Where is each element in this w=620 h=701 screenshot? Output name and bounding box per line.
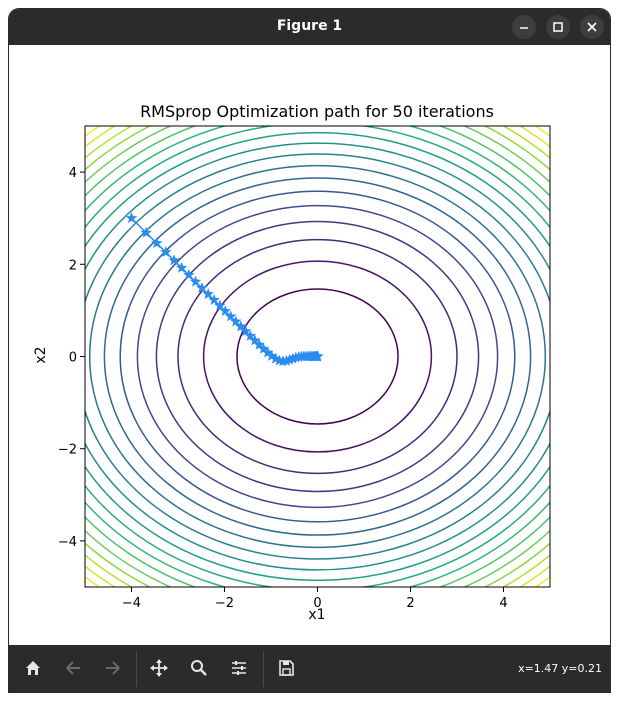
minimize-button[interactable]	[512, 15, 536, 39]
toolbar-separator	[136, 651, 137, 687]
path-point	[202, 288, 215, 300]
zoom-icon	[191, 660, 207, 676]
path-point	[239, 325, 252, 337]
path-point	[168, 254, 180, 266]
path-point	[140, 226, 153, 238]
optimization-path-line	[130, 217, 320, 363]
toolbar-separator	[263, 651, 264, 687]
figure-canvas[interactable]: RMSprop Optimization path for 50 iterati…	[9, 45, 610, 645]
save-icon	[279, 660, 294, 676]
path-point	[244, 329, 257, 342]
contour-lines	[85, 126, 550, 587]
contour-line	[177, 238, 458, 475]
back-button[interactable]	[60, 655, 86, 681]
home-button[interactable]	[20, 655, 46, 681]
navigation-toolbar: x=1.47 y=0.21	[9, 645, 610, 692]
x-tick-label: 2	[406, 596, 414, 611]
path-point	[229, 315, 242, 327]
y-tick-label: −4	[58, 535, 77, 550]
path-point	[219, 304, 232, 317]
y-axis-label: x2	[33, 346, 49, 363]
configure-subplots-button[interactable]	[226, 655, 252, 681]
path-point	[189, 275, 202, 287]
y-tick-label: 2	[69, 258, 77, 273]
chart-title: RMSprop Optimization path for 50 iterati…	[140, 102, 494, 121]
contour-line	[119, 190, 516, 523]
contour-chart[interactable]: RMSprop Optimization path for 50 iterati…	[9, 45, 610, 645]
x-axis-label: x1	[308, 607, 325, 623]
minimize-icon	[520, 27, 528, 29]
path-point	[311, 350, 324, 362]
save-button[interactable]	[273, 655, 299, 681]
plot-area[interactable]: −4 −2 0 2 4 −4 −2 0 2 4	[9, 62, 610, 645]
contour-line	[85, 142, 550, 571]
contour-line	[88, 164, 547, 549]
path-point	[150, 236, 163, 249]
pan-icon	[150, 659, 168, 677]
path-point	[196, 281, 208, 294]
y-tick-label: 4	[69, 166, 77, 181]
window-title: Figure 1	[276, 18, 343, 34]
contour-line	[85, 131, 550, 582]
path-point	[224, 310, 237, 322]
configure-subplots-icon	[232, 661, 246, 675]
title-bar[interactable]: Figure 1	[9, 9, 610, 45]
contour-line	[136, 204, 499, 509]
close-icon	[587, 22, 597, 32]
close-button[interactable]	[580, 15, 604, 39]
path-point	[175, 261, 188, 273]
y-tick-label: 0	[69, 351, 77, 366]
figure-window: Figure 1 RMSprop Optimization path for 5…	[9, 9, 610, 692]
path-point	[182, 268, 195, 281]
x-tick-label: 0	[313, 596, 321, 611]
x-tick-label: 4	[499, 596, 507, 611]
contour-line	[155, 220, 480, 493]
y-tick-label: −2	[58, 443, 77, 458]
maximize-icon	[553, 22, 563, 32]
forward-arrow-icon	[106, 661, 120, 675]
path-point	[213, 299, 226, 311]
contour-line	[85, 153, 550, 560]
pan-button[interactable]	[146, 655, 172, 681]
cursor-coordinates: x=1.47 y=0.21	[518, 662, 602, 675]
path-point	[208, 293, 220, 306]
zoom-button[interactable]	[186, 655, 212, 681]
contour-line	[236, 288, 399, 425]
path-point	[234, 320, 247, 332]
home-icon	[26, 661, 40, 675]
path-point	[248, 334, 261, 346]
forward-button[interactable]	[100, 655, 126, 681]
contour-line	[202, 260, 433, 453]
contour-line	[103, 177, 532, 536]
path-point	[125, 211, 138, 224]
path-point	[159, 246, 172, 258]
x-tick-label: −2	[215, 596, 234, 611]
x-tick-label: −4	[122, 596, 141, 611]
back-arrow-icon	[66, 661, 80, 675]
maximize-button[interactable]	[546, 15, 570, 39]
